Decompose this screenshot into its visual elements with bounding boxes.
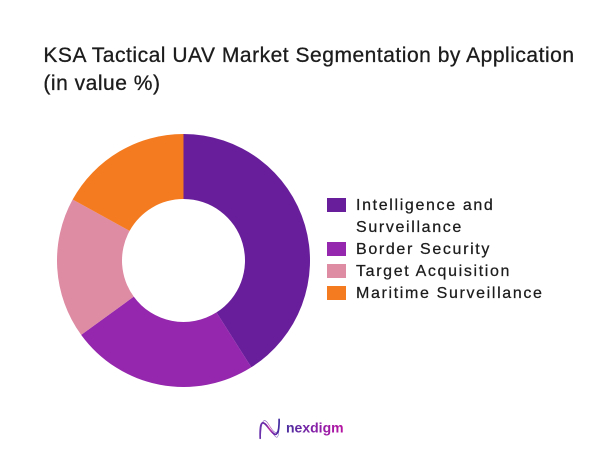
svg-text:nexdigm: nexdigm xyxy=(286,419,344,435)
